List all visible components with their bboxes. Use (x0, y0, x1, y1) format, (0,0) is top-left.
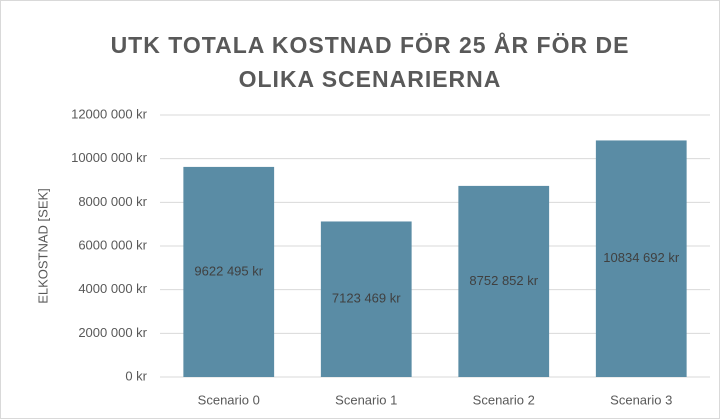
data-label: 8752 852 kr (469, 273, 538, 288)
data-label: 7123 469 kr (332, 291, 401, 306)
data-label: 10834 692 kr (603, 250, 680, 265)
x-tick-label: Scenario 1 (335, 392, 397, 407)
y-tick-label: 6000 000 kr (78, 237, 147, 252)
x-tick-label: Scenario 2 (473, 392, 535, 407)
y-tick-label: 10000 000 kr (71, 150, 148, 165)
bar (595, 140, 687, 377)
x-tick-label: Scenario 0 (198, 392, 260, 407)
y-tick-label: 2000 000 kr (78, 325, 147, 340)
chart-title: UTK TOTALA KOSTNAD FÖR 25 ÅR FÖR DE OLIK… (110, 32, 630, 92)
y-tick-label: 4000 000 kr (78, 281, 147, 296)
bar (320, 221, 412, 377)
bar (183, 166, 275, 377)
y-tick-label: 12000 000 kr (71, 106, 148, 121)
bar (458, 185, 550, 377)
y-axis-label: ELKOSTNAD [SEK] (35, 188, 50, 304)
data-label: 9622 495 kr (194, 263, 263, 278)
y-tick-label: 8000 000 kr (78, 194, 147, 209)
y-tick-label: 0 kr (125, 368, 147, 383)
x-tick-label: Scenario 3 (610, 392, 672, 407)
